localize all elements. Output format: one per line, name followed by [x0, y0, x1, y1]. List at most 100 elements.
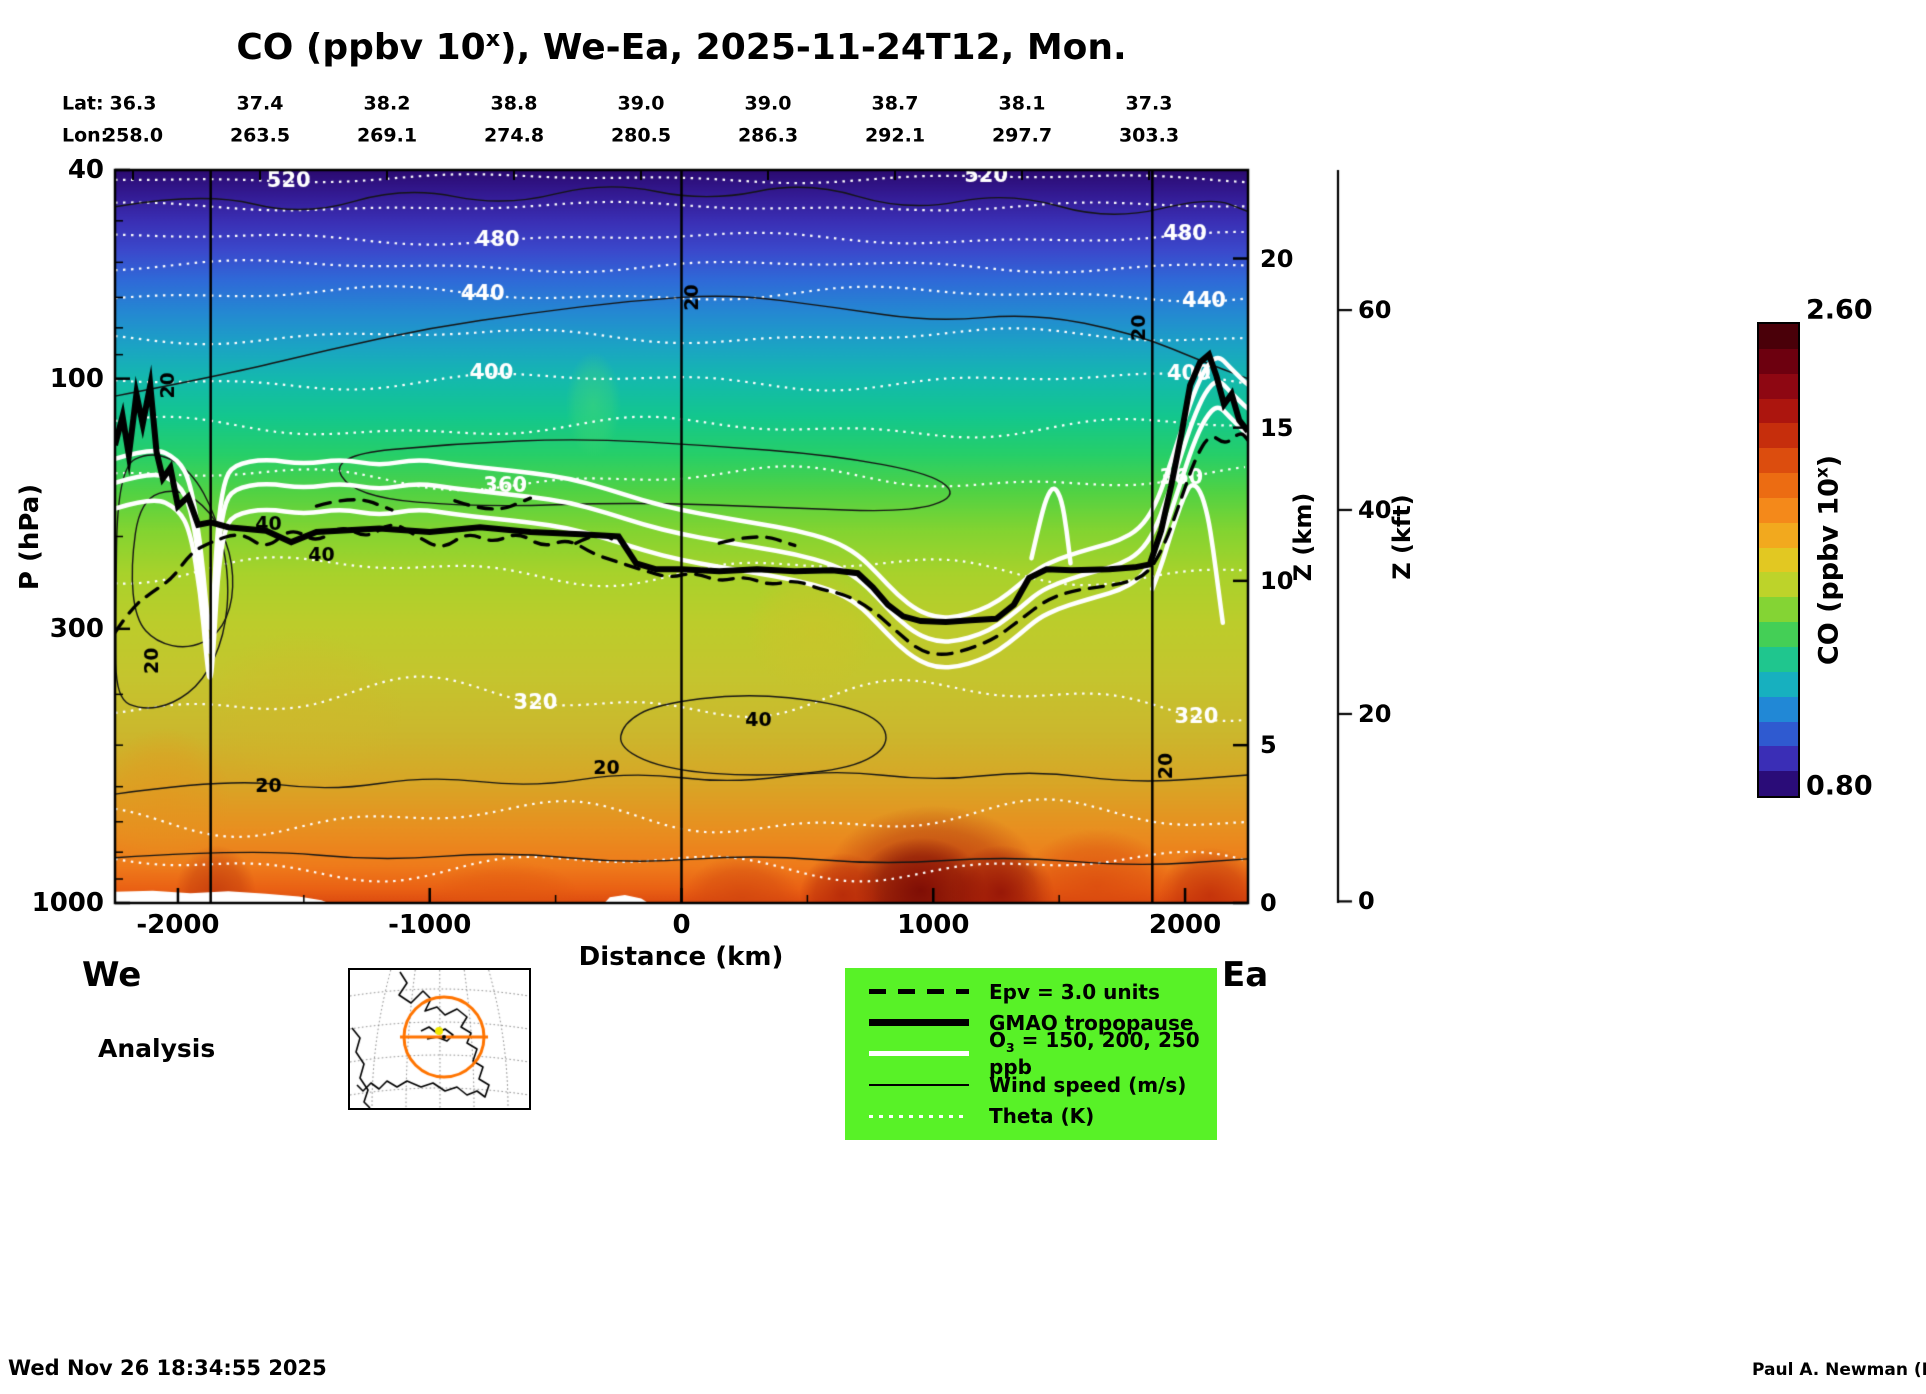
lon-value: 274.8	[483, 124, 545, 147]
colorbar-title-post: )	[1813, 454, 1845, 468]
legend-tropopause-label: GMAO tropopause	[989, 1010, 1194, 1035]
legend-row-epv: Epv = 3.0 units	[845, 978, 1217, 1006]
z-km-tick-label: 10	[1260, 566, 1294, 595]
colorbar-title-pre: CO (ppbv 10	[1813, 478, 1845, 666]
lat-value: 38.2	[363, 92, 411, 115]
z-km-tick-label: 5	[1260, 731, 1277, 760]
x-tick-label: 1000	[897, 910, 970, 940]
z-kft-tick-label: 40	[1358, 495, 1392, 524]
colorbar-title: CO (ppbv 10x)	[1811, 454, 1845, 666]
colorbar-step	[1759, 497, 1798, 523]
legend-theta-label: Theta (K)	[989, 1104, 1095, 1129]
plot-title-pre: CO (ppbv 10	[236, 27, 486, 68]
colorbar-step	[1759, 448, 1798, 474]
lat-value: 38.7	[871, 92, 919, 115]
west-endpoint-label: We	[82, 955, 142, 995]
colorbar-step	[1759, 547, 1798, 573]
distance-axis-label: Distance (km)	[578, 942, 784, 972]
legend-ozone-line-sample	[869, 1051, 969, 1057]
colorbar-strip	[1757, 322, 1800, 798]
colorbar-step	[1759, 721, 1798, 747]
legend-row-wind: Wind speed (m/s)	[845, 1071, 1217, 1099]
colorbar-step	[1759, 622, 1798, 647]
legend-wind-label: Wind speed (m/s)	[989, 1073, 1187, 1098]
colorbar	[1757, 322, 1800, 798]
colorbar-step	[1759, 473, 1798, 498]
lat-value: 37.3	[1125, 92, 1173, 115]
colorbar-step	[1759, 746, 1798, 772]
pressure-axis-label: P (hPa)	[15, 483, 45, 591]
legend-ozone-label-sub: 3	[1006, 1040, 1015, 1056]
lat-value: 38.8	[490, 92, 538, 115]
lon-value: 297.7	[991, 124, 1053, 147]
colorbar-step	[1759, 597, 1798, 623]
pressure-tick-label: 100	[49, 363, 104, 394]
z-kft-tick-label: 0	[1358, 887, 1375, 916]
lat-value: 39.0	[744, 92, 792, 115]
credit-text: Paul A. Newman (NASA	[1752, 1360, 1926, 1380]
legend-epv-label: Epv = 3.0 units	[989, 979, 1160, 1004]
lon-value: 303.3	[1118, 124, 1180, 147]
lat-value: 39.0	[617, 92, 665, 115]
x-tick-label: -2000	[136, 910, 220, 940]
legend: Epv = 3.0 units GMAO tropopause O3 = 150…	[845, 968, 1217, 1140]
lon-value: 258.0	[102, 124, 164, 147]
colorbar-step	[1759, 696, 1798, 722]
pressure-tick-label: 1000	[31, 888, 104, 918]
lat-row-label: Lat:	[62, 92, 104, 115]
colorbar-max-label: 2.60	[1806, 294, 1873, 326]
colorbar-title-sup: x	[1811, 467, 1832, 479]
z-km-tick-label: 0	[1260, 889, 1277, 917]
analysis-label: Analysis	[98, 1034, 216, 1063]
z-kft-axis-label: Z (kft)	[1388, 494, 1416, 580]
legend-tropopause-line-sample	[869, 1019, 969, 1027]
colorbar-step	[1759, 423, 1798, 449]
legend-row-ozone: O3 = 150, 200, 250 ppb	[845, 1028, 1217, 1079]
z-km-tick-label: 20	[1260, 244, 1294, 273]
lon-row-label: Lon:	[62, 124, 109, 147]
east-endpoint-label: Ea	[1222, 955, 1269, 995]
colorbar-step	[1759, 646, 1798, 672]
legend-ozone-label-post: = 150, 200, 250 ppb	[989, 1028, 1200, 1080]
z-kft-tick-label: 60	[1358, 296, 1392, 325]
legend-epv-line-sample	[869, 989, 969, 995]
plot-title-sup: x	[485, 26, 501, 52]
colorbar-step	[1759, 572, 1798, 598]
lat-value: 38.1	[998, 92, 1046, 115]
map-inset	[348, 968, 531, 1110]
z-kft-tick-label: 20	[1358, 699, 1392, 728]
colorbar-step	[1759, 324, 1798, 349]
plot-title-post: ), We-Ea, 2025-11-24T12, Mon.	[500, 27, 1127, 68]
map-inset-canvas	[350, 970, 529, 1108]
colorbar-step	[1759, 398, 1798, 424]
legend-wind-line-sample	[869, 1084, 969, 1087]
z-km-tick-label: 15	[1260, 413, 1294, 442]
lon-value: 286.3	[737, 124, 799, 147]
colorbar-step	[1759, 348, 1798, 374]
legend-row-theta: Theta (K)	[845, 1102, 1217, 1130]
colorbar-min-label: 0.80	[1806, 770, 1873, 802]
legend-theta-line-sample	[869, 1114, 969, 1118]
colorbar-step	[1759, 522, 1798, 548]
lon-value: 269.1	[356, 124, 418, 147]
legend-ozone-label: O3 = 150, 200, 250 ppb	[989, 1028, 1217, 1079]
colorbar-step	[1759, 771, 1798, 797]
lat-value: 37.4	[236, 92, 284, 115]
pressure-tick-label: 40	[67, 155, 104, 185]
x-tick-label: 2000	[1148, 910, 1222, 940]
plot-title: CO (ppbv 10x), We-Ea, 2025-11-24T12, Mon…	[115, 28, 1248, 66]
lat-value: 36.3	[109, 92, 157, 115]
lon-value: 263.5	[229, 124, 291, 147]
legend-row-tropopause: GMAO tropopause	[845, 1009, 1217, 1037]
x-tick-label: 0	[672, 910, 691, 940]
generated-timestamp: Wed Nov 26 18:34:55 2025	[8, 1356, 327, 1380]
lon-value: 280.5	[610, 124, 672, 147]
z-km-axis-label: Z (km)	[1289, 492, 1317, 582]
legend-ozone-label-pre: O	[989, 1028, 1007, 1053]
lon-value: 292.1	[864, 124, 926, 147]
colorbar-step	[1759, 373, 1798, 399]
pressure-tick-label: 300	[49, 613, 104, 644]
x-tick-label: -1000	[388, 910, 472, 940]
